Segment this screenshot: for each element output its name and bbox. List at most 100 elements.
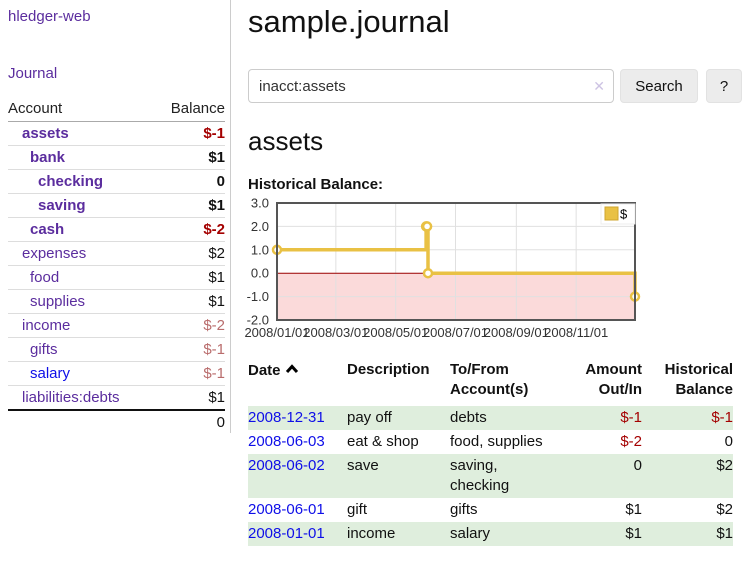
transaction-balance: 0 (724, 433, 733, 450)
svg-text:2008/09/01: 2008/09/01 (484, 325, 549, 340)
transaction-date-link[interactable]: 2008-06-02 (248, 457, 325, 474)
account-row: liabilities:debts $1 (8, 385, 225, 411)
account-row: salary $-1 (8, 361, 225, 386)
account-link[interactable]: income (22, 317, 71, 334)
account-row: food $1 (8, 265, 225, 290)
account-balance: $-2 (154, 313, 225, 338)
account-link[interactable]: checking (38, 173, 104, 190)
account-link[interactable]: gifts (30, 341, 58, 358)
sidebar-item-journal[interactable]: Journal (8, 65, 58, 82)
sidebar: hledger-web Journal Account Balance asse… (0, 0, 231, 434)
account-link[interactable]: bank (30, 149, 66, 166)
account-balance: $1 (154, 289, 225, 314)
account-balance: $-1 (154, 361, 225, 386)
transaction-accounts: saving, checking (450, 454, 560, 498)
transaction-accounts: debts (450, 406, 560, 430)
transaction-balance: $1 (642, 522, 733, 546)
svg-text:2008/05/01: 2008/05/01 (363, 325, 428, 340)
transaction-balance: $-1 (642, 406, 733, 430)
transaction-balance: $2 (642, 454, 733, 498)
transaction-description: pay off (347, 406, 450, 430)
svg-text:$: $ (620, 207, 628, 222)
account-balance: $1 (154, 145, 225, 170)
register-row: 2008-06-01 gift gifts $1 $2 (248, 498, 733, 522)
account-link[interactable]: salary (30, 365, 71, 382)
register-header-accounts: To/From Account(s) (450, 361, 529, 398)
clear-search-icon[interactable]: ✕ (593, 78, 605, 94)
help-button[interactable]: ? (706, 69, 742, 103)
account-balance: $-2 (154, 217, 225, 242)
accounts-table: Account Balance assets $-1 bank $1 checking 0… (8, 98, 225, 434)
register-header-date[interactable]: Date (248, 360, 347, 406)
svg-text:2.0: 2.0 (251, 219, 269, 234)
register-header-row: Date Description To/From Account(s) Amou… (248, 360, 733, 406)
transaction-date-link[interactable]: 2008-01-01 (248, 525, 325, 542)
transaction-description: save (347, 454, 450, 498)
svg-text:2008/03/01: 2008/03/01 (303, 325, 368, 340)
account-balance: $2 (154, 241, 225, 266)
account-link[interactable]: expenses (22, 245, 87, 262)
account-link[interactable]: cash (30, 221, 65, 238)
svg-text:2008/11/01: 2008/11/01 (544, 325, 608, 340)
account-balance: $-1 (154, 121, 225, 146)
accounts-total-row: 0 (8, 409, 225, 434)
register-row: 2008-06-02 save saving, checking 0 $2 (248, 454, 733, 498)
transaction-accounts: salary (450, 522, 560, 546)
accounts-header-account: Account (8, 98, 155, 122)
historical-balance-chart: 3.0 2.0 1.0 0.0 -1.0 -2.0 2008/01/01 2008/03/01… (244, 196, 714, 348)
svg-text:1.0: 1.0 (251, 242, 269, 257)
account-page-title: assets (248, 126, 324, 156)
search-input[interactable] (248, 69, 614, 103)
transaction-description: gift (347, 501, 368, 518)
transaction-amount: $-1 (560, 406, 642, 430)
transaction-amount: $1 (560, 522, 642, 546)
register-header-amount: Amount Out/In (585, 361, 642, 398)
app-title-link[interactable]: hledger-web (8, 8, 91, 25)
transaction-amount: 0 (560, 454, 642, 498)
account-row: bank $1 (8, 145, 225, 170)
svg-text:-2.0: -2.0 (247, 313, 269, 328)
transaction-date-link[interactable]: 2008-06-01 (248, 501, 325, 518)
account-row: checking 0 (8, 169, 225, 194)
account-row: saving $1 (8, 193, 225, 218)
register-row: 2008-06-03 eat & shop food, supplies $-2 0 (248, 430, 733, 454)
transaction-balance: $2 (716, 501, 733, 518)
account-row: cash $-2 (8, 217, 225, 242)
transaction-amount: $1 (625, 501, 642, 518)
account-row: supplies $1 (8, 289, 225, 314)
chart-svg: 3.0 2.0 1.0 0.0 -1.0 -2.02008/01/012008/03/01… (244, 196, 641, 340)
account-link[interactable]: saving (38, 197, 86, 214)
svg-text:0.0: 0.0 (251, 266, 269, 281)
account-row: assets $-1 (8, 121, 225, 146)
account-link[interactable]: assets (22, 125, 69, 142)
accounts-table-body: assets $-1 bank $1 checking 0 saving $1 cash $-2 e… (8, 121, 225, 411)
search-button[interactable]: Search (620, 69, 698, 103)
accounts-header-balance: Balance (154, 98, 225, 122)
sort-ascending-icon (285, 360, 299, 380)
account-balance: $1 (154, 193, 225, 218)
account-row: gifts $-1 (8, 337, 225, 362)
register-table-body: 2008-12-31 pay off debts $-1 $-1 2008-06-03 ea… (248, 406, 733, 546)
account-link[interactable]: liabilities:debts (22, 389, 120, 406)
transaction-accounts: food, supplies (450, 433, 543, 450)
register-header-description: Description (347, 361, 430, 378)
account-link[interactable]: supplies (30, 293, 86, 310)
transaction-date-link[interactable]: 2008-12-31 (248, 409, 325, 426)
account-link[interactable]: food (30, 269, 60, 286)
account-row: expenses $2 (8, 241, 225, 266)
transaction-description: income (347, 522, 450, 546)
register-table: Date Description To/From Account(s) Amou… (248, 360, 733, 546)
transaction-accounts: gifts (450, 501, 478, 518)
search-bar: ✕ Search ? (248, 69, 742, 103)
accounts-total-balance: 0 (154, 409, 225, 434)
main-content: sample.journal ✕ Search ? assets Histori… (244, 0, 742, 546)
account-balance: 0 (154, 169, 225, 194)
account-row: income $-2 (8, 313, 225, 338)
chart-label: Historical Balance: (248, 176, 384, 193)
account-balance: $-1 (154, 337, 225, 362)
register-header-balance: Historical Balance (664, 361, 733, 398)
svg-text:2008/07/01: 2008/07/01 (423, 325, 488, 340)
transaction-date-link[interactable]: 2008-06-03 (248, 433, 325, 450)
account-balance: $1 (154, 265, 225, 290)
svg-text:2008/01/01: 2008/01/01 (244, 325, 309, 340)
